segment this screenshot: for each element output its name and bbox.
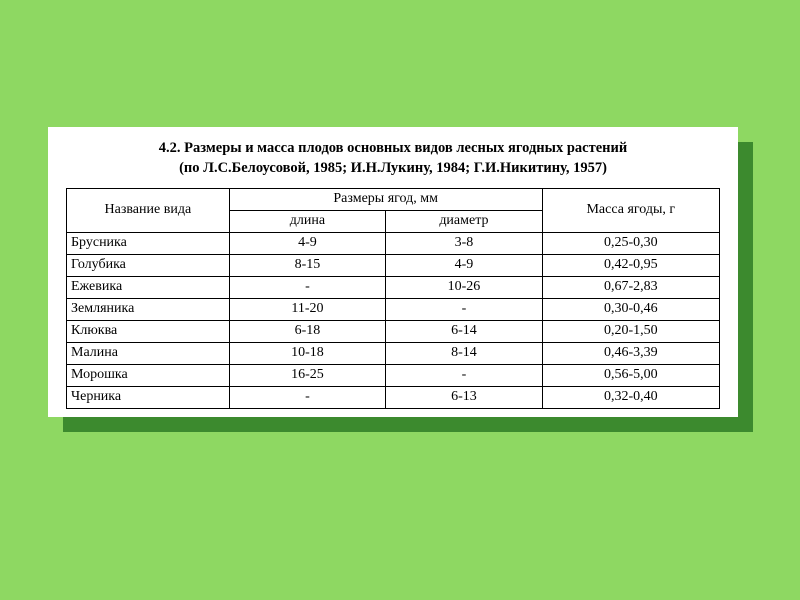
cell-species: Малина [67, 343, 230, 365]
berries-table: Название вида Размеры ягод, мм Масса яго… [66, 188, 720, 409]
cell-length: - [229, 387, 385, 409]
cell-mass: 0,25-0,30 [542, 233, 719, 255]
cell-length: 4-9 [229, 233, 385, 255]
cell-species: Морошка [67, 365, 230, 387]
cell-species: Голубика [67, 255, 230, 277]
cell-species: Земляника [67, 299, 230, 321]
cell-mass: 0,32-0,40 [542, 387, 719, 409]
cell-mass: 0,67-2,83 [542, 277, 719, 299]
cell-length: - [229, 277, 385, 299]
header-size: Размеры ягод, мм [229, 189, 542, 211]
cell-length: 11-20 [229, 299, 385, 321]
cell-length: 6-18 [229, 321, 385, 343]
cell-diameter: 6-14 [386, 321, 542, 343]
title-line-1: 4.2. Размеры и масса плодов основных вид… [159, 140, 627, 156]
table-title: 4.2. Размеры и масса плодов основных вид… [66, 139, 720, 178]
cell-diameter: - [386, 365, 542, 387]
cell-mass: 0,56-5,00 [542, 365, 719, 387]
table-row: Земляника 11-20 - 0,30-0,46 [67, 299, 720, 321]
cell-mass: 0,20-1,50 [542, 321, 719, 343]
cell-mass: 0,46-3,39 [542, 343, 719, 365]
cell-mass: 0,42-0,95 [542, 255, 719, 277]
table-row: Брусника 4-9 3-8 0,25-0,30 [67, 233, 720, 255]
table-row: Ежевика - 10-26 0,67-2,83 [67, 277, 720, 299]
title-line-2: (по Л.С.Белоусовой, 1985; И.Н.Лукину, 19… [179, 160, 607, 176]
cell-diameter: - [386, 299, 542, 321]
header-species: Название вида [67, 189, 230, 233]
table-row: Морошка 16-25 - 0,56-5,00 [67, 365, 720, 387]
cell-diameter: 3-8 [386, 233, 542, 255]
cell-mass: 0,30-0,46 [542, 299, 719, 321]
cell-diameter: 4-9 [386, 255, 542, 277]
table-row: Голубика 8-15 4-9 0,42-0,95 [67, 255, 720, 277]
cell-species: Клюква [67, 321, 230, 343]
table-row: Черника - 6-13 0,32-0,40 [67, 387, 720, 409]
cell-length: 8-15 [229, 255, 385, 277]
header-diameter: диаметр [386, 211, 542, 233]
cell-length: 16-25 [229, 365, 385, 387]
cell-diameter: 10-26 [386, 277, 542, 299]
slide-paper: 4.2. Размеры и масса плодов основных вид… [48, 127, 738, 417]
cell-length: 10-18 [229, 343, 385, 365]
table-row: Клюква 6-18 6-14 0,20-1,50 [67, 321, 720, 343]
cell-species: Брусника [67, 233, 230, 255]
cell-diameter: 8-14 [386, 343, 542, 365]
cell-species: Черника [67, 387, 230, 409]
table-row: Малина 10-18 8-14 0,46-3,39 [67, 343, 720, 365]
cell-diameter: 6-13 [386, 387, 542, 409]
header-length: длина [229, 211, 385, 233]
header-mass: Масса ягоды, г [542, 189, 719, 233]
cell-species: Ежевика [67, 277, 230, 299]
